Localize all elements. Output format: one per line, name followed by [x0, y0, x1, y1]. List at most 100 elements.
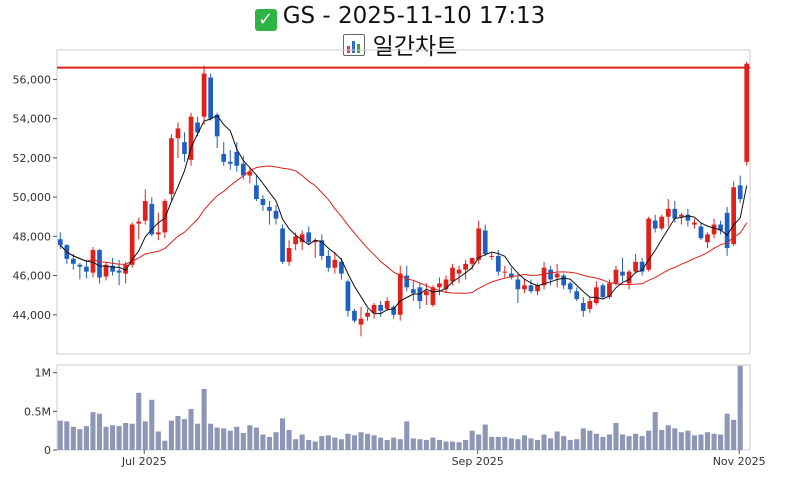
- candle-body: [639, 261, 645, 272]
- candle-body: [665, 208, 671, 217]
- candle-body: [587, 301, 593, 309]
- price-y-tick-label: 44,000: [13, 309, 52, 322]
- price-y-tick-label: 52,000: [13, 152, 52, 165]
- candle-body: [227, 161, 233, 164]
- candle-body: [548, 269, 553, 280]
- chart-subtitle-text: 일간차트: [372, 34, 458, 60]
- volume-bar: [561, 436, 567, 450]
- volume-bar: [731, 419, 737, 450]
- volume-bar: [64, 421, 70, 450]
- volume-bar: [273, 432, 279, 450]
- price-y-tick-label: 50,000: [13, 191, 52, 204]
- volume-bar: [567, 439, 573, 450]
- candle-body: [626, 271, 632, 284]
- candle-body: [509, 273, 514, 278]
- candle-body: [116, 270, 122, 273]
- volume-bar: [423, 439, 429, 450]
- candle-body: [607, 283, 612, 298]
- chart-title-text: GS - 2025-11-10 17:13: [282, 3, 546, 29]
- candle-body: [424, 291, 429, 296]
- volume-bar: [606, 434, 612, 450]
- candle-body: [430, 287, 436, 305]
- candle-body: [162, 201, 168, 233]
- volume-bar: [724, 413, 730, 450]
- volume-bar: [221, 428, 227, 450]
- volume-bar: [443, 441, 449, 450]
- candle-body: [652, 220, 658, 229]
- candle-body: [90, 250, 96, 273]
- candle-body: [580, 303, 586, 311]
- price-plot-frame: [56, 49, 751, 355]
- volume-bar: [397, 439, 403, 450]
- volume-bar: [633, 433, 639, 450]
- candle-body: [535, 285, 540, 292]
- volume-bar: [280, 418, 286, 450]
- candle-body: [391, 306, 397, 315]
- candle-body: [384, 301, 390, 309]
- candle-body: [659, 216, 665, 229]
- volume-bar: [234, 426, 240, 450]
- volume-bar: [345, 433, 351, 450]
- candle-body: [731, 187, 737, 245]
- volume-bar: [103, 426, 109, 450]
- volume-bar: [90, 412, 96, 450]
- candle-body: [123, 264, 128, 274]
- volume-bar: [195, 423, 201, 450]
- candle-body: [175, 128, 181, 139]
- volume-bar: [116, 426, 122, 450]
- volume-bar: [587, 430, 593, 450]
- volume-bar: [659, 429, 665, 450]
- moving-average-short-line: [59, 114, 748, 315]
- candle-body: [129, 224, 135, 265]
- volume-bar: [449, 441, 456, 450]
- volume-bar: [358, 432, 364, 450]
- candle-body: [286, 248, 292, 262]
- volume-bar: [338, 439, 344, 450]
- volume-bar: [96, 413, 103, 450]
- candle-body: [312, 240, 318, 243]
- volume-bar: [521, 435, 527, 450]
- volume-bar: [364, 433, 371, 450]
- volume-bar: [123, 422, 129, 450]
- volume-bar: [208, 423, 214, 450]
- candle-body: [77, 264, 83, 267]
- volume-y-tick-label: 1M: [35, 367, 52, 380]
- volume-bar: [77, 429, 83, 450]
- candle-body: [155, 232, 161, 235]
- candle-body: [744, 63, 750, 162]
- volume-bar: [718, 434, 724, 450]
- candle-body: [737, 185, 743, 200]
- volume-panel: 0 0.5M 1M Jul 2025 Sep 2025 Nov 2025: [24, 364, 766, 468]
- volume-bar: [417, 439, 423, 450]
- candle-body: [463, 263, 468, 270]
- volume-bar: [469, 430, 475, 450]
- volume-bar: [299, 434, 305, 450]
- candle-body: [574, 291, 580, 300]
- volume-bar: [136, 392, 142, 450]
- volume-bar: [489, 436, 495, 450]
- candle-body: [528, 285, 534, 292]
- candle-body: [352, 310, 357, 321]
- candle-body: [476, 228, 482, 260]
- volume-bar: [214, 427, 220, 450]
- candle-body: [299, 234, 305, 243]
- price-panel: 44,000 46,000 48,000 50,000 52,000 54,000 56,0…: [13, 49, 751, 355]
- candle-body: [332, 259, 338, 268]
- volume-y-tick-label: 0.5M: [24, 405, 51, 418]
- volume-bar: [502, 436, 508, 450]
- candle-body: [280, 228, 285, 262]
- volume-bar: [155, 431, 161, 450]
- volume-bar: [319, 436, 325, 450]
- candle-body: [149, 203, 155, 235]
- candle-body: [489, 255, 495, 257]
- volume-bar: [541, 434, 547, 450]
- volume-bar: [332, 437, 338, 450]
- volume-bar: [253, 427, 259, 450]
- volume-bar: [181, 419, 188, 450]
- volume-bar: [306, 439, 312, 450]
- volume-bar: [430, 437, 436, 450]
- price-y-tick-label: 48,000: [13, 230, 52, 243]
- volume-bar: [201, 388, 207, 450]
- volume-bar: [436, 439, 443, 450]
- candle-body: [404, 275, 410, 288]
